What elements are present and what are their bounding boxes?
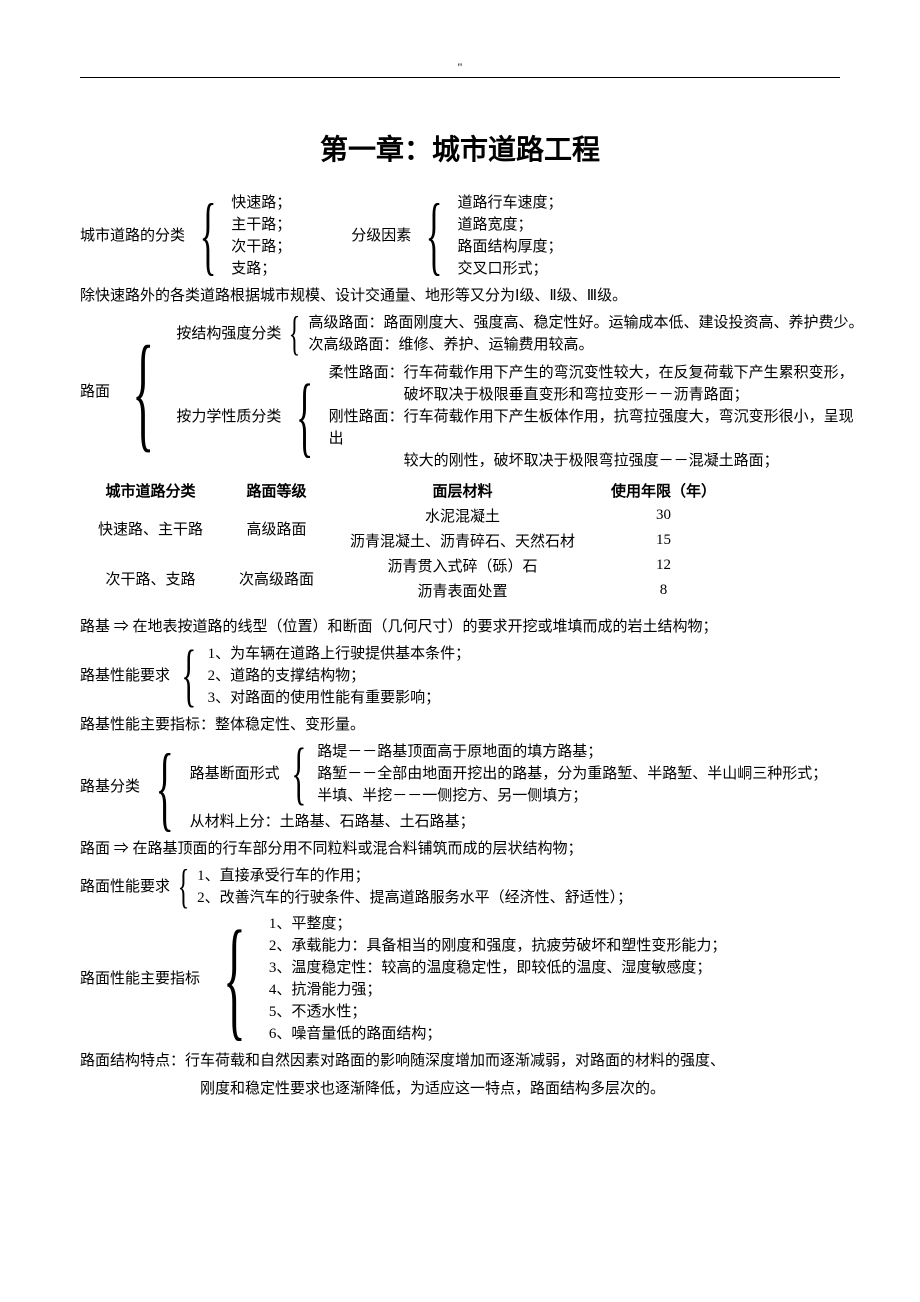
pavement-label: 路面 (80, 381, 110, 403)
text-line: 较大的刚性，破坏取决于极限弯拉强度－－混凝土路面； (329, 450, 864, 472)
rigid-pavement: 刚性路面：行车荷载作用下产生板体作用，抗弯拉强度大，弯沉变形很小，呈现出 较大的… (329, 406, 864, 472)
list-item: 半填、半挖－－一侧挖方、另一侧填方； (317, 785, 827, 807)
header-marks: " (80, 60, 840, 75)
text-line: 刚性路面：行车荷载作用下产生板体作用，抗弯拉强度大，弯沉变形很小，呈现出 (329, 406, 864, 450)
material-table: 城市道路分类 路面等级 面层材料 使用年限（年） 快速路、主干路 高级路面 水泥… (80, 478, 734, 603)
pave-req-label: 路面性能要求 (80, 876, 170, 898)
list-item: 道路行车速度； (458, 192, 563, 214)
mech-label: 按力学性质分类 (176, 406, 281, 428)
list-item: 路堑－－全部由地面开挖出的路基，分为重路堑、半路堑、半山峒三种形式； (317, 763, 827, 785)
list-item: 1、直接承受行车的作用； (197, 865, 632, 887)
cell: 8 (593, 578, 734, 603)
text-line: 柔性路面：行车荷载作用下产生的弯沉变性较大，在反复荷载下产生累积变形， (329, 362, 864, 384)
brace-icon: { (426, 225, 443, 247)
list-item: 主干路； (231, 214, 291, 236)
pavement-row: 路面 { 按结构强度分类 { 高级路面：路面刚度大、强度高、稳定性好。运输成本低… (80, 312, 840, 472)
col-header: 使用年限（年） (593, 478, 734, 503)
pave-struct-2: 刚度和稳定性要求也逐渐降低，为适应这一特点，路面结构多层次的。 (80, 1077, 840, 1101)
header-rule (80, 77, 840, 78)
subgrade-req-label: 路基性能要求 (80, 665, 170, 687)
list-item: 1、平整度； (269, 913, 727, 935)
col-header: 路面等级 (221, 478, 332, 503)
mark-right (837, 60, 840, 75)
list-item: 3、对路面的使用性能有重要影响； (208, 687, 471, 709)
pave-idx-label: 路面性能主要指标 (80, 968, 200, 990)
list-item: 次干路； (231, 236, 291, 258)
brace-icon: { (156, 776, 174, 798)
mark-left (80, 60, 83, 75)
cell: 30 (593, 503, 734, 528)
road-class-items: 快速路； 主干路； 次干路； 支路； (231, 192, 291, 280)
flex-pavement: 柔性路面：行车荷载作用下产生的弯沉变性较大，在反复荷载下产生累积变形， 破坏取决… (329, 362, 864, 406)
subgrade-req-row: 路基性能要求 { 1、为车辆在道路上行驶提供基本条件； 2、道路的支撑结构物； … (80, 643, 840, 709)
list-item: 路面结构厚度； (458, 236, 563, 258)
col-header: 城市道路分类 (80, 478, 221, 503)
cell: 沥青表面处置 (332, 578, 593, 603)
list-item: 快速路； (231, 192, 291, 214)
grade-note: 除快速路外的各类道路根据城市规模、设计交通量、地形等又分为Ⅰ级、Ⅱ级、Ⅲ级。 (80, 284, 840, 308)
struct-label: 按结构强度分类 (176, 323, 281, 345)
list-item: 高级路面：路面刚度大、强度高、稳定性好。运输成本低、建设投资高、养护费少。 (308, 312, 863, 334)
road-class-row: 城市道路的分类 { 快速路； 主干路； 次干路； 支路； 分级因素 { 道路行车… (80, 192, 840, 280)
cell: 次干路、支路 (80, 553, 221, 603)
brace-icon: { (181, 665, 196, 687)
list-item: 2、改善汽车的行驶条件、提高道路服务水平（经济性、舒适性）； (197, 887, 632, 909)
cell: 高级路面 (221, 503, 332, 553)
cell: 水泥混凝土 (332, 503, 593, 528)
list-item: 2、道路的支撑结构物； (208, 665, 471, 687)
cell: 15 (593, 528, 734, 553)
list-item: 6、噪音量低的路面结构； (269, 1023, 727, 1045)
cell: 次高级路面 (221, 553, 332, 603)
list-item: 5、不透水性； (269, 1001, 727, 1023)
brace-icon: { (178, 876, 190, 898)
section-label: 路基断面形式 (190, 763, 280, 785)
list-item: 1、为车辆在道路上行驶提供基本条件； (208, 643, 471, 665)
list-item: 4、抗滑能力强； (269, 979, 727, 1001)
subgrade-cls-row: 路基分类 { 路基断面形式 { 路堤－－路基顶面高于原地面的填方路基； 路堑－－… (80, 741, 840, 833)
list-item: 2、承载能力：具备相当的刚度和强度，抗疲劳破坏和塑性变形能力； (269, 935, 727, 957)
table-row: 次干路、支路 次高级路面 沥青贯入式碎（砾）石 12 (80, 553, 734, 578)
list-item: 支路； (231, 258, 291, 280)
brace-icon: { (132, 381, 154, 403)
road-class-label: 城市道路的分类 (80, 225, 185, 247)
cell: 沥青贯入式碎（砾）石 (332, 553, 593, 578)
cell: 沥青混凝土、沥青碎石、天然石材 (332, 528, 593, 553)
page: " 第一章：城市道路工程 城市道路的分类 { 快速路； 主干路； 次干路； 支路… (0, 0, 920, 1165)
list-item: 3、温度稳定性：较高的温度稳定性，即较低的温度、湿度敏感度； (269, 957, 727, 979)
brace-icon: { (296, 406, 313, 428)
brace-icon: { (200, 225, 217, 247)
chapter-title: 第一章：城市道路工程 (80, 128, 840, 168)
pave-req-row: 路面性能要求 { 1、直接承受行车的作用； 2、改善汽车的行驶条件、提高道路服务… (80, 865, 840, 909)
list-item: 道路宽度； (458, 214, 563, 236)
text-line: 破坏取决于极限垂直变形和弯拉变形－－沥青路面； (329, 384, 864, 406)
subgrade-idx: 路基性能主要指标：整体稳定性、变形量。 (80, 713, 840, 737)
brace-icon: { (291, 763, 306, 785)
pavement-sub: 按结构强度分类 { 高级路面：路面刚度大、强度高、稳定性好。运输成本低、建设投资… (176, 312, 863, 472)
table-row: 城市道路分类 路面等级 面层材料 使用年限（年） (80, 478, 734, 503)
pave-def: 路面 ⇒ 在路基顶面的行车部分用不同粒料或混合料铺筑而成的层状结构物； (80, 837, 840, 861)
list-item: 从材料上分：土路基、石路基、土石路基； (190, 811, 828, 833)
mark-center: " (458, 60, 463, 75)
cell: 12 (593, 553, 734, 578)
subgrade-cls-label: 路基分类 (80, 776, 140, 798)
grade-factor-items: 道路行车速度； 道路宽度； 路面结构厚度； 交叉口形式； (458, 192, 563, 280)
grade-factor-label: 分级因素 (351, 225, 411, 247)
list-item: 次高级路面：维修、养护、运输费用较高。 (308, 334, 863, 356)
list-item: 交叉口形式； (458, 258, 563, 280)
col-header: 面层材料 (332, 478, 593, 503)
table-row: 快速路、主干路 高级路面 水泥混凝土 30 (80, 503, 734, 528)
cell: 快速路、主干路 (80, 503, 221, 553)
brace-icon: { (289, 323, 301, 345)
list-item: 路堤－－路基顶面高于原地面的填方路基； (317, 741, 827, 763)
pave-struct-1: 路面结构特点：行车荷载和自然因素对路面的影响随深度增加而逐渐减弱，对路面的材料的… (80, 1049, 840, 1073)
subgrade-def: 路基 ⇒ 在地表按道路的线型（位置）和断面（几何尺寸）的要求开挖或堆填而成的岩土… (80, 615, 840, 639)
brace-icon: { (223, 968, 246, 990)
pave-idx-row: 路面性能主要指标 { 1、平整度； 2、承载能力：具备相当的刚度和强度，抗疲劳破… (80, 913, 840, 1045)
